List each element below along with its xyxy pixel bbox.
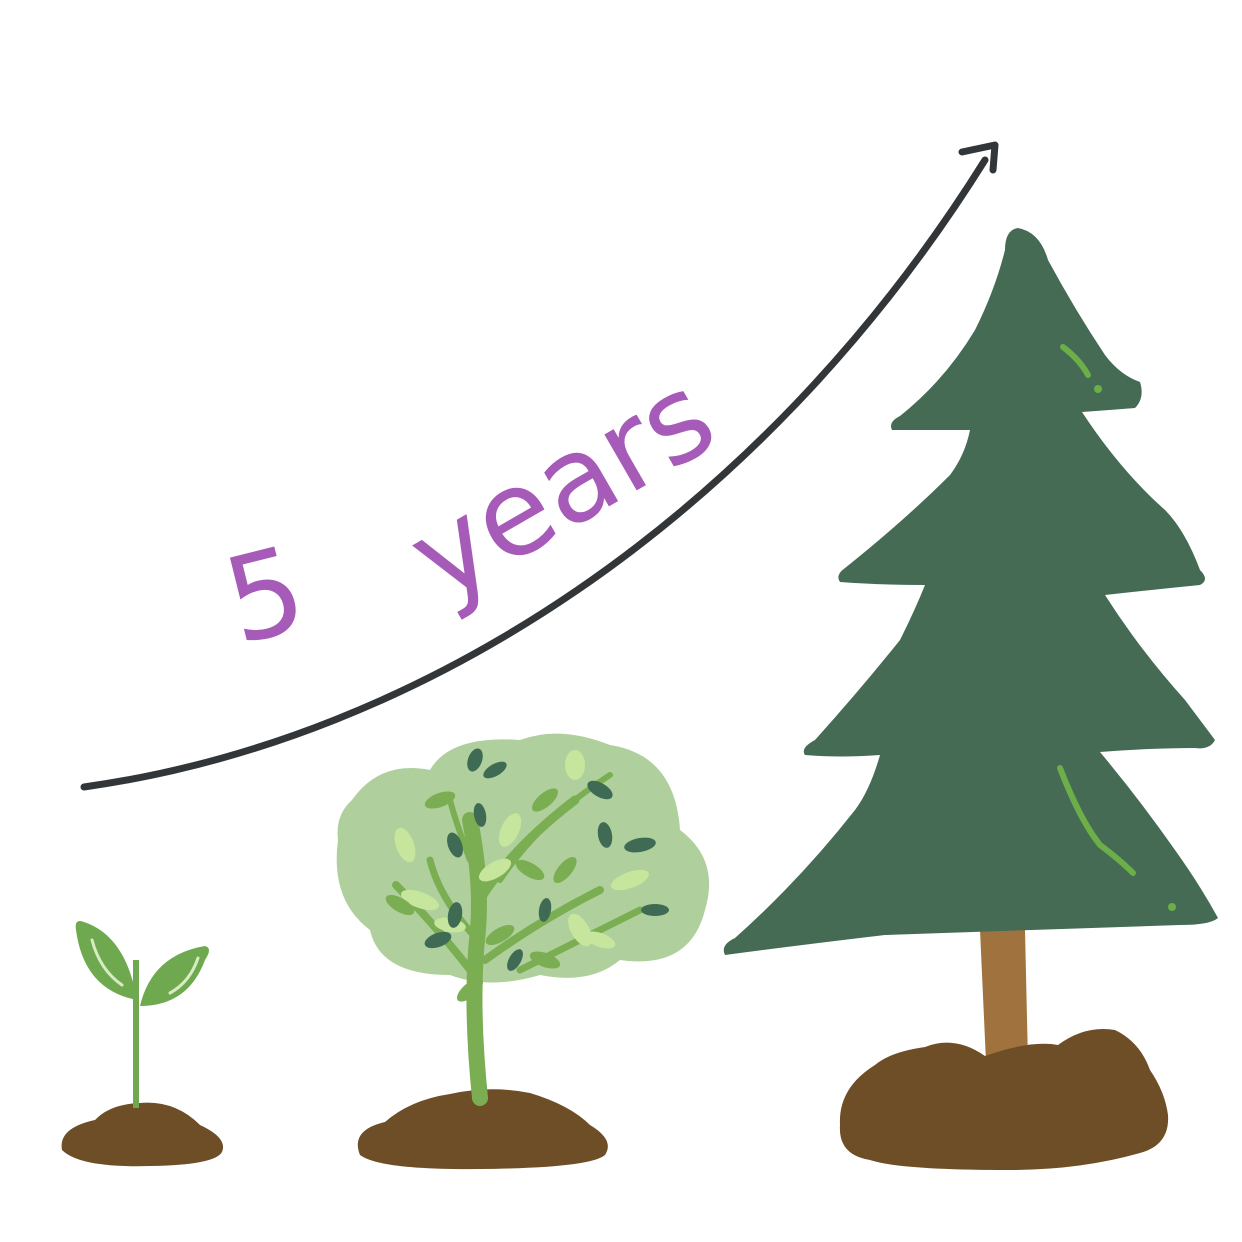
sprout-icon: [61, 921, 224, 1167]
pine-foliage: [723, 228, 1218, 955]
growth-arrow: [80, 141, 999, 791]
duration-unit: years: [386, 345, 736, 627]
young-tree-canopy: [336, 733, 710, 983]
pine-highlights: [1057, 344, 1136, 876]
pine-soil: [839, 1029, 1169, 1170]
sprout-soil: [61, 1102, 224, 1167]
duration-number: 5: [212, 519, 318, 671]
pine-trunk: [980, 930, 1028, 1062]
young-tree-icon: [336, 733, 710, 1170]
young-tree-soil: [357, 1089, 608, 1170]
pine-tree-icon: [723, 228, 1218, 1170]
